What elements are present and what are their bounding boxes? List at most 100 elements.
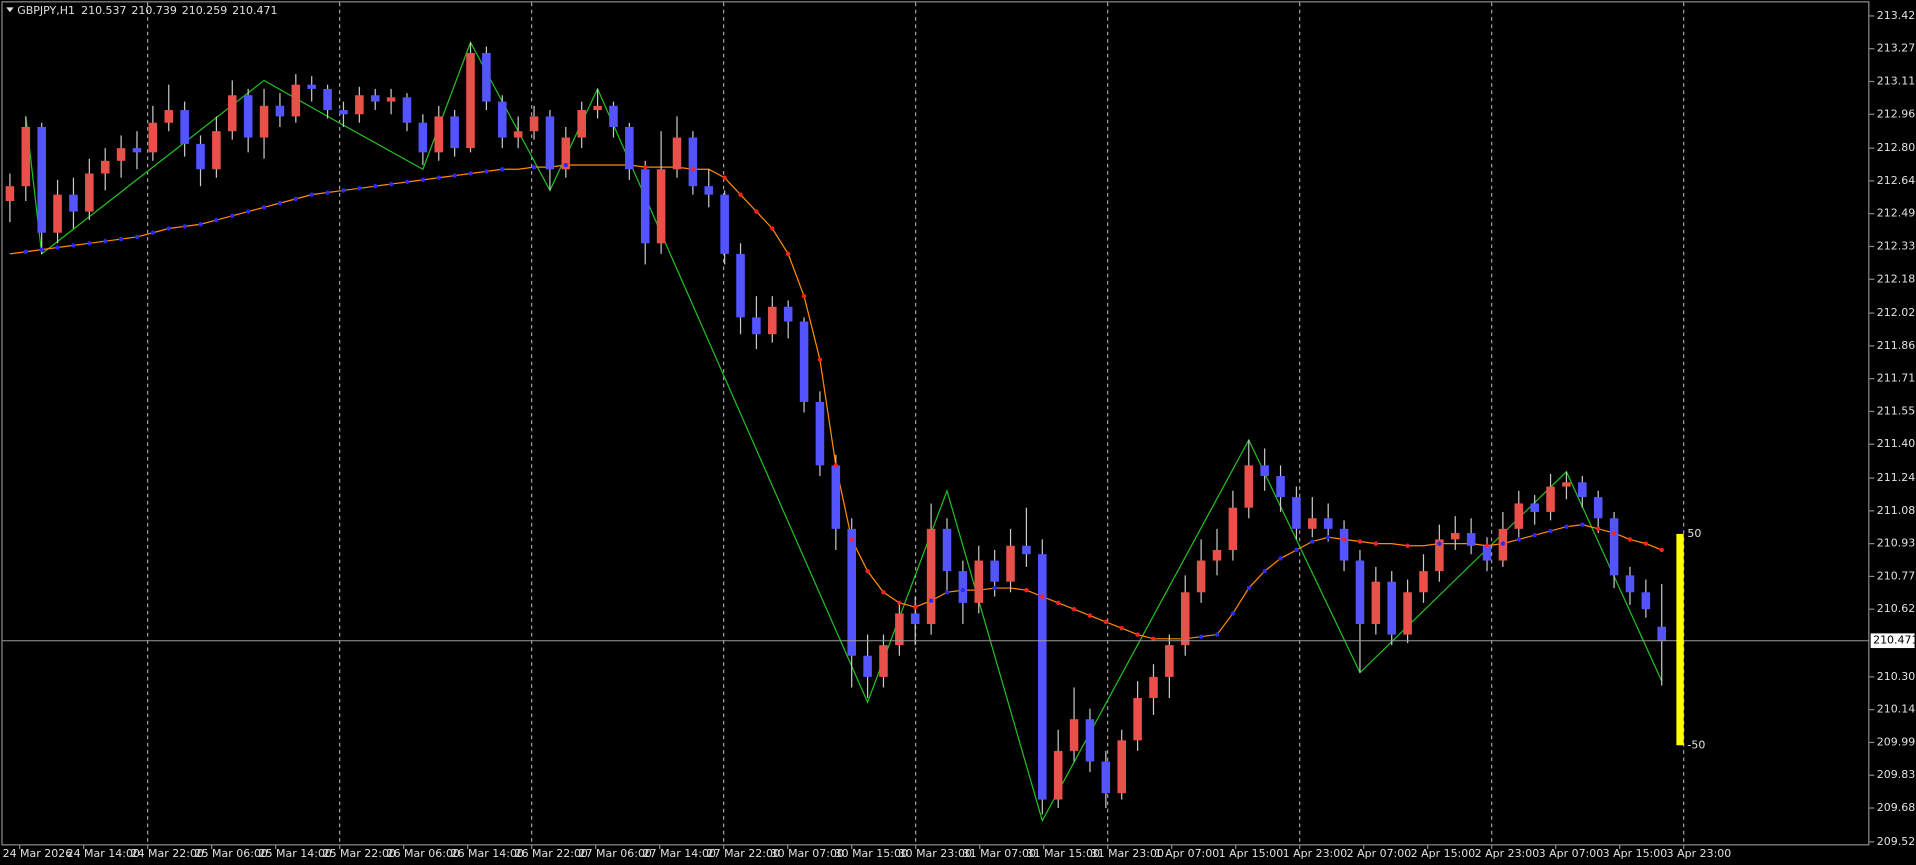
candle-body: [656, 169, 666, 244]
price-label: 210.471: [1873, 634, 1916, 647]
trend-marker: [230, 213, 235, 219]
candle-body: [1466, 533, 1476, 546]
trend-marker: [198, 222, 203, 227]
trend-marker: [1437, 541, 1442, 546]
candle-body: [1149, 676, 1158, 699]
candle-body: [243, 95, 253, 138]
y-tick-label: 209.835: [1877, 768, 1916, 781]
candle-body: [1625, 575, 1635, 593]
candle-body: [688, 137, 698, 187]
trend-marker: [388, 181, 394, 187]
x-tick-label: 31 Mar 15:00: [1027, 847, 1100, 860]
trend-marker: [1151, 636, 1156, 642]
candle-body: [291, 84, 301, 117]
trend-marker: [1564, 524, 1569, 529]
trend-marker: [404, 179, 410, 185]
candle-body: [1371, 581, 1381, 625]
side-indicator-bar: [1676, 533, 1684, 746]
y-tick-label: 211.555: [1877, 404, 1916, 417]
candle-body: [275, 105, 285, 117]
menu-arrow[interactable]: [6, 7, 14, 13]
candle-body: [1450, 533, 1460, 540]
y-tick-label: 210.145: [1877, 703, 1916, 716]
x-tick-label: 25 Mar 22:00: [323, 847, 396, 860]
trend-marker: [817, 357, 823, 362]
candle-body: [1546, 486, 1555, 512]
trend-marker: [1071, 607, 1077, 612]
trend-marker: [1040, 594, 1045, 599]
x-tick-label: 3 Apr 15:00: [1603, 847, 1668, 860]
candle-body: [879, 645, 888, 677]
trend-marker: [785, 251, 791, 257]
x-tick-label: 27 Mar 06:00: [579, 847, 652, 860]
trend-marker: [1516, 537, 1521, 542]
candle-body: [1292, 497, 1301, 529]
y-tick-label: 210.775: [1877, 569, 1916, 582]
trend-marker: [1310, 539, 1315, 544]
candle-body: [1482, 545, 1492, 561]
candle-body: [1593, 497, 1603, 519]
candle-body: [1228, 507, 1238, 550]
candle-body: [1403, 592, 1412, 635]
trend-marker: [1294, 547, 1299, 553]
candle-body: [466, 52, 475, 149]
candle-body: [1657, 626, 1667, 641]
candle-body: [1514, 503, 1524, 529]
trend-marker: [944, 590, 950, 595]
candle-body: [926, 528, 936, 625]
candle-body: [895, 613, 904, 646]
candle-body: [132, 148, 142, 153]
trend-marker: [738, 192, 743, 197]
trend-marker: [87, 241, 92, 246]
candle-body: [5, 186, 15, 201]
candle-body: [307, 84, 316, 89]
candle-body: [513, 131, 523, 138]
candle-body: [259, 105, 269, 138]
trend-marker: [1246, 585, 1251, 591]
x-tick-label: 26 Mar 22:00: [515, 847, 588, 860]
trend-marker: [1405, 543, 1410, 548]
candle-body: [672, 137, 682, 170]
y-tick-label: 211.085: [1877, 504, 1916, 517]
trend-marker: [500, 167, 505, 172]
candle-body: [1323, 518, 1333, 529]
candle-body: [1244, 465, 1254, 508]
trend-marker: [928, 598, 934, 603]
trend-marker: [801, 293, 807, 299]
trend-marker: [992, 585, 997, 591]
trend-marker: [1214, 632, 1220, 637]
candle-body: [370, 95, 380, 102]
candle-body: [768, 306, 777, 335]
trend-marker: [1627, 537, 1633, 542]
trend-marker: [531, 164, 537, 170]
candle-body: [355, 95, 364, 115]
candle-body: [831, 465, 841, 529]
candle-body: [609, 105, 618, 127]
y-tick-label: 213.115: [1877, 74, 1916, 87]
candle-body: [100, 160, 110, 174]
trend-marker: [39, 247, 44, 252]
candle-body: [990, 560, 999, 582]
candle-body: [783, 306, 793, 322]
y-tick-label: 211.710: [1877, 372, 1916, 385]
candle-body: [529, 116, 539, 132]
x-tick-label: 24 Mar 22:00: [131, 847, 204, 860]
candle-body: [1022, 545, 1031, 555]
trend-marker: [1103, 619, 1109, 625]
trend-marker: [1262, 568, 1267, 574]
candle-body: [942, 528, 952, 572]
trend-marker: [1087, 613, 1093, 618]
y-tick-label: 212.960: [1877, 107, 1916, 120]
candle-body: [1355, 560, 1365, 625]
candle-body: [752, 317, 761, 335]
trend-marker: [754, 209, 759, 214]
candle-body: [1196, 560, 1206, 593]
trend-marker: [1500, 541, 1506, 546]
trend-marker: [214, 217, 219, 223]
candle-body: [704, 186, 714, 195]
y-tick-label: 212.020: [1877, 306, 1916, 319]
candle-body: [53, 194, 62, 233]
trend-marker: [373, 183, 378, 189]
x-tick-label: 24 Mar 14:00: [67, 847, 140, 860]
